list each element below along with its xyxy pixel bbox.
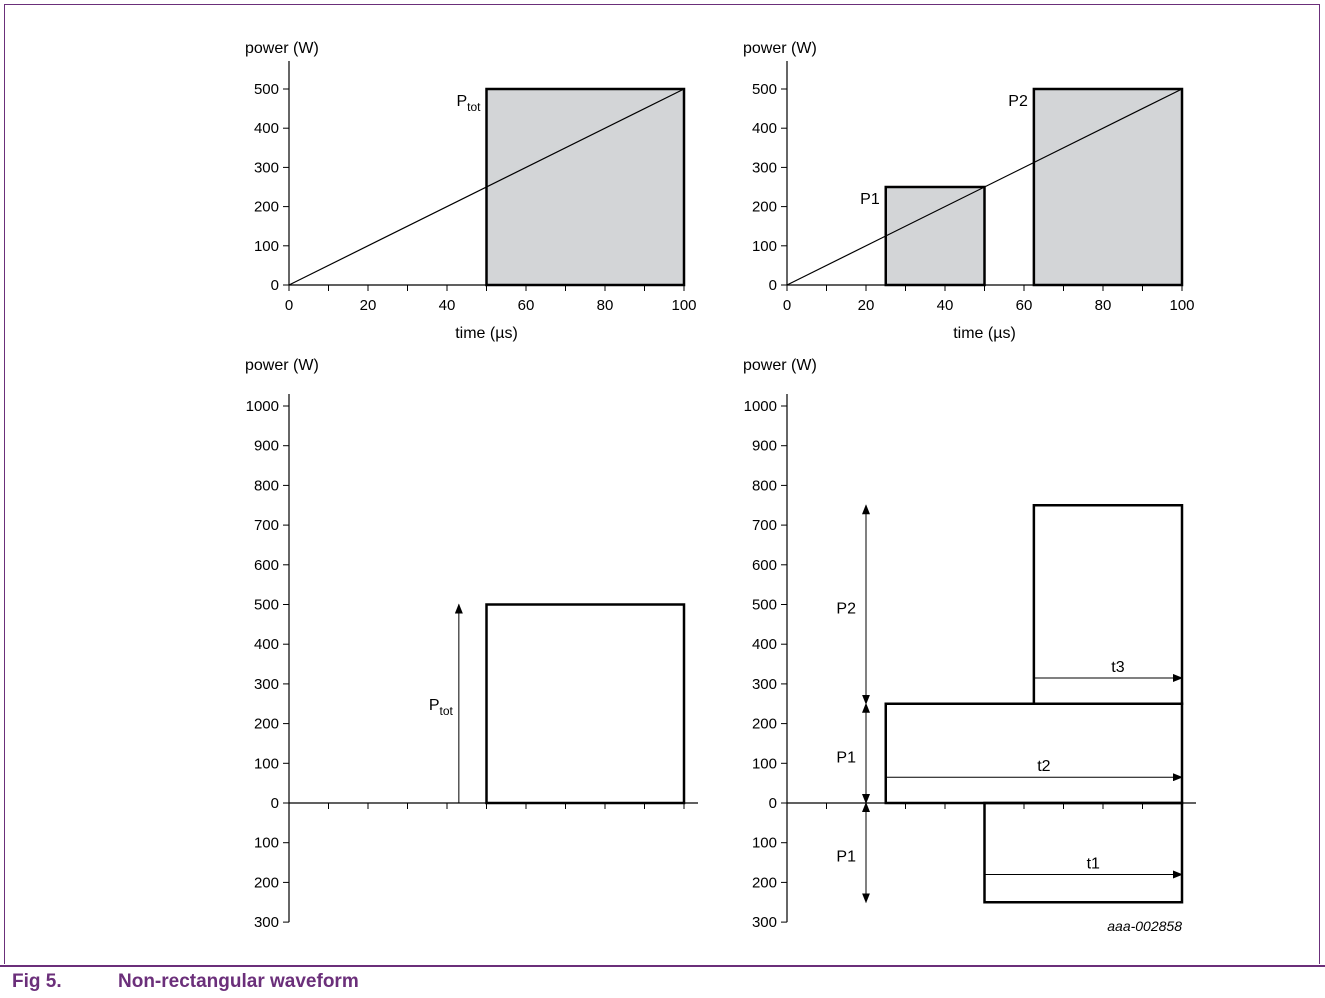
x-tick-label: 0 xyxy=(285,297,293,314)
y-tick-label: 0 xyxy=(271,277,279,294)
y-tick-label: 300 xyxy=(752,676,777,693)
figure-caption: Fig 5. Non-rectangular waveform xyxy=(0,965,1325,995)
x-tick-label: 60 xyxy=(518,297,535,314)
ramp-line xyxy=(288,88,685,286)
pulse-rect xyxy=(884,185,986,287)
x-tick-label: 20 xyxy=(360,297,377,314)
y-tick-label: 700 xyxy=(254,517,279,534)
y-tick-label: 200 xyxy=(752,716,777,733)
pulse-rect xyxy=(485,87,686,287)
y-tick-label: 300 xyxy=(254,676,279,693)
y-tick-label: 500 xyxy=(752,597,777,614)
y-tick-label: 0 xyxy=(271,795,279,812)
y-tick-label: 800 xyxy=(752,477,777,494)
power-arrow-label: P1 xyxy=(836,749,856,766)
y-tick-label: 800 xyxy=(254,477,279,494)
y-axis-title: power (W) xyxy=(245,40,319,57)
figure-number: Fig 5. xyxy=(12,971,62,992)
x-tick-label: 40 xyxy=(439,297,456,314)
y-tick-label: 300 xyxy=(752,914,777,931)
y-tick-label: 200 xyxy=(254,199,279,216)
pulse-rect xyxy=(1032,87,1184,287)
y-tick-label: 500 xyxy=(254,81,279,98)
x-tick-label: 80 xyxy=(1095,297,1112,314)
x-tick-label: 40 xyxy=(937,297,954,314)
pulse-label: Ptot xyxy=(456,93,481,114)
time-arrow-label: t1 xyxy=(1087,855,1100,872)
y-tick-label: 100 xyxy=(752,238,777,255)
chart-top-left: power (W) 0 100 200 300 400 500 0 20 40 60 80 100 tim… xyxy=(245,40,697,342)
y-tick-label: 500 xyxy=(752,81,777,98)
y-tick-label: 400 xyxy=(752,636,777,653)
y-tick-label: 300 xyxy=(752,159,777,176)
x-tick-label: 80 xyxy=(597,297,614,314)
chart-bottom-left: power (W)3002001000100200300400500600700… xyxy=(245,357,698,931)
pulse-label: P2 xyxy=(1008,93,1028,110)
y-tick-label: 200 xyxy=(254,874,279,891)
y-tick-label: 200 xyxy=(752,874,777,891)
y-tick-label: 0 xyxy=(769,795,777,812)
y-tick-label: 600 xyxy=(752,557,777,574)
y-tick-label: 600 xyxy=(254,557,279,574)
y-tick-label: 400 xyxy=(254,120,279,137)
y-tick-label: 900 xyxy=(254,438,279,455)
y-tick-label: 300 xyxy=(254,914,279,931)
y-tick-label: 100 xyxy=(254,238,279,255)
figure-code: aaa-002858 xyxy=(1107,918,1182,934)
y-tick-label: 0 xyxy=(769,277,777,294)
pulse-rect xyxy=(983,801,1184,904)
figure-frame xyxy=(4,4,1320,964)
y-axis-title: power (W) xyxy=(743,40,817,57)
pulse-rect xyxy=(485,603,686,805)
chart-top-right: power (W) 0 100 200 300 400 500 0 20 40 60 80 100 tim… xyxy=(743,40,1195,342)
pulse-rect xyxy=(1032,504,1184,705)
x-tick-label: 0 xyxy=(783,297,791,314)
y-tick-label: 200 xyxy=(752,199,777,216)
y-tick-label: 1000 xyxy=(744,398,777,415)
y-tick-label: 200 xyxy=(254,716,279,733)
y-tick-label: 100 xyxy=(752,835,777,852)
x-tick-label: 100 xyxy=(671,297,696,314)
y-tick-label: 900 xyxy=(752,438,777,455)
y-tick-label: 100 xyxy=(254,755,279,772)
y-tick-label: 500 xyxy=(254,597,279,614)
y-tick-label: 1000 xyxy=(246,398,279,415)
y-axis-title: power (W) xyxy=(245,357,319,374)
time-arrow-label: t3 xyxy=(1111,659,1124,676)
figure-title: Non-rectangular waveform xyxy=(118,971,359,992)
pulse-rect xyxy=(884,702,1184,805)
ramp-line xyxy=(786,88,1183,286)
x-tick-label: 60 xyxy=(1016,297,1033,314)
chart-bottom-right: power (W)3002001000100200300400500600700… xyxy=(743,357,1196,931)
y-tick-label: 300 xyxy=(254,159,279,176)
x-axis-title: time (µs) xyxy=(455,325,518,342)
y-tick-label: 400 xyxy=(752,120,777,137)
y-tick-label: 100 xyxy=(254,835,279,852)
power-arrow-label: P1 xyxy=(836,849,856,866)
pulse-label: P1 xyxy=(860,191,880,208)
y-tick-label: 700 xyxy=(752,517,777,534)
x-tick-label: 20 xyxy=(858,297,875,314)
time-arrow-label: t2 xyxy=(1037,758,1050,775)
x-tick-label: 100 xyxy=(1169,297,1194,314)
y-tick-label: 400 xyxy=(254,636,279,653)
ptot-label: Ptot xyxy=(429,697,454,718)
x-axis-title: time (µs) xyxy=(953,325,1016,342)
power-arrow-label: P2 xyxy=(836,601,856,618)
y-tick-label: 100 xyxy=(752,755,777,772)
y-axis-title: power (W) xyxy=(743,357,817,374)
